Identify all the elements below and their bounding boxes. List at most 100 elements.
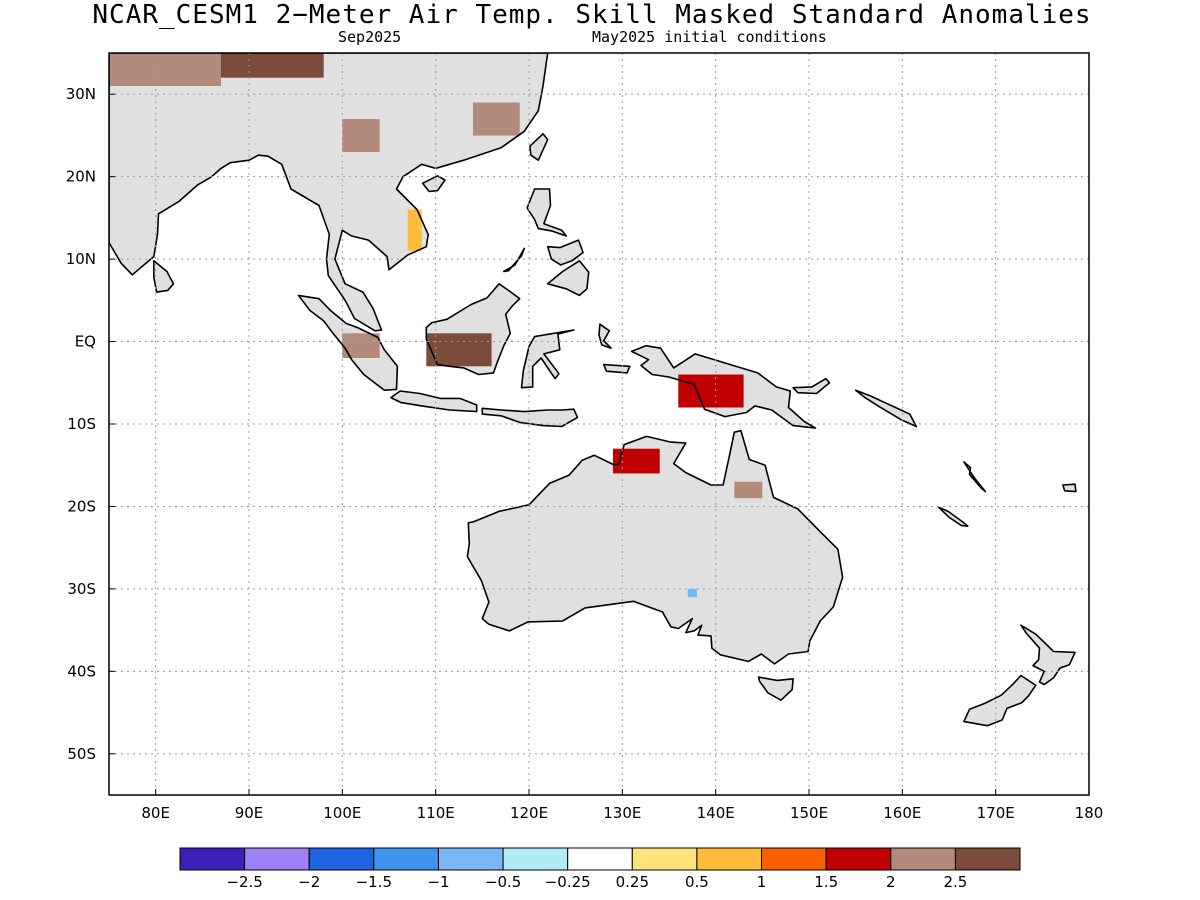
coast-sumatra — [297, 294, 399, 391]
coast-new-guinea — [630, 344, 817, 429]
coast-vanuatu — [963, 461, 987, 493]
coast-tasmania — [757, 676, 794, 701]
colorbar-swatch — [179, 847, 246, 871]
land-nz-north — [1020, 625, 1075, 685]
colorbar-swatch — [696, 847, 763, 871]
colorbar-swatch — [954, 847, 1021, 871]
lat-tick-label: 30N — [66, 85, 96, 103]
forecast-month: Sep2025 — [338, 28, 402, 46]
lon-tick-label: 140E — [697, 804, 735, 822]
anomaly-cape-york-hot — [734, 481, 763, 499]
land-lesser-sundas — [482, 408, 578, 427]
land-fiji — [1062, 484, 1076, 492]
lat-tick-label: 30S — [67, 580, 96, 598]
colorbar-swatch — [308, 847, 375, 871]
colorbar-label: 2.5 — [943, 873, 967, 891]
lon-tick-label: 100E — [323, 804, 361, 822]
initial-conditions: May2025 initial conditions — [592, 28, 827, 46]
lat-tick-label: 20N — [66, 168, 96, 186]
land-sri-lanka — [153, 260, 174, 293]
lat-tick-label: 40S — [67, 662, 96, 680]
anomaly-central-australia-cool — [687, 588, 697, 598]
coast-palawan — [503, 247, 526, 273]
colorbar-label: 0.5 — [685, 873, 709, 891]
lon-tick-label: 130E — [603, 804, 641, 822]
axis-labels: 80E 90E 100E 110E 120E 130E 140E 150E 160E 170E 18… — [66, 85, 1104, 822]
lat-tick-label: 10S — [67, 415, 96, 433]
coastlines — [109, 53, 1077, 727]
colorbar-swatch — [825, 847, 892, 871]
anomaly-cells — [109, 53, 763, 598]
colorbar-swatch — [438, 847, 504, 871]
coast-mindanao — [546, 260, 590, 297]
land-asia-mainland — [109, 53, 548, 331]
anomaly-tibet-high — [211, 53, 324, 78]
colorbar-swatch — [502, 847, 569, 871]
lon-tick-label: 150E — [790, 804, 828, 822]
coast-new-britain — [792, 377, 831, 395]
colorbar-swatch — [373, 847, 439, 871]
anomaly-indochina-warm — [407, 209, 422, 251]
land-tasmania — [758, 677, 794, 701]
anomaly-himalaya-hot — [109, 53, 221, 86]
map-title: NCAR_CESM1 2−Meter Air Temp. Skill Maske… — [92, 0, 1092, 30]
coast-borneo — [425, 283, 521, 376]
colorbar-label: 1.5 — [814, 873, 838, 891]
colorbar: −2.5 −2 −1.5 −1 −0.5 −0.25 0.25 0.5 1 1.5 2 2.5 — [179, 847, 1021, 891]
coast-halmahera — [598, 323, 612, 349]
lon-tick-label: 170E — [977, 804, 1015, 822]
lon-tick-label: 120E — [510, 804, 548, 822]
lon-tick-label: 90E — [235, 804, 264, 822]
coast-taiwan — [529, 133, 549, 161]
lat-tick-label: 20S — [67, 497, 96, 515]
lon-tick-label: 160E — [883, 804, 921, 822]
coast-australia — [466, 429, 844, 665]
colorbar-label: −1 — [427, 873, 449, 891]
land-solomons — [855, 390, 917, 427]
lon-tick-label: 80E — [141, 804, 170, 822]
lon-tick-label: 180 — [1075, 804, 1104, 822]
colorbar-label: −2 — [298, 873, 320, 891]
land-taiwan — [529, 133, 548, 161]
anomaly-east-china-hotspot — [473, 102, 520, 136]
coast-sri-lanka — [153, 260, 175, 293]
lat-tick-label: EQ — [75, 333, 96, 351]
anomaly-new-guinea-warm — [678, 374, 744, 408]
colorbar-swatch — [631, 847, 698, 871]
coast-solomons — [854, 389, 918, 428]
colorbar-label: 1 — [757, 873, 767, 891]
anomaly-borneo-high — [426, 333, 492, 367]
colorbar-swatch — [890, 847, 956, 871]
coast-java — [390, 390, 478, 413]
graticule — [109, 53, 1089, 795]
land-mindanao — [547, 260, 589, 296]
coast-luzon — [526, 188, 568, 237]
anomaly-north-australia-warm — [613, 448, 660, 474]
land-new-caledonia — [938, 507, 968, 527]
colorbar-swatch — [567, 847, 633, 871]
colorbar-label: −2.5 — [226, 873, 262, 891]
colorbar-label: −0.5 — [485, 873, 521, 891]
land-nz-south — [963, 675, 1036, 726]
colorbar-label: −0.25 — [545, 873, 591, 891]
coast-lesser-sundas — [481, 407, 579, 428]
land-java — [390, 391, 477, 412]
colorbar-label: 0.25 — [616, 873, 649, 891]
coast-new-caledonia — [937, 506, 969, 527]
anomaly-south-china-hotspot — [342, 119, 380, 152]
map-frame — [109, 53, 1089, 795]
colorbar-swatch — [244, 847, 310, 871]
lat-tick-label: 50S — [67, 745, 96, 763]
coast-asia-mainland — [109, 53, 549, 332]
lon-tick-label: 110E — [417, 804, 455, 822]
colorbar-label: −1.5 — [356, 873, 392, 891]
coast-sulawesi — [520, 329, 575, 389]
colorbar-label: 2 — [886, 873, 896, 891]
colorbar-swatch — [761, 847, 827, 871]
coast-hainan — [421, 175, 446, 193]
coast-visayas — [546, 239, 584, 266]
lat-tick-label: 10N — [66, 250, 96, 268]
coast-fiji — [1062, 483, 1077, 493]
coast-nz-north — [1020, 624, 1076, 686]
